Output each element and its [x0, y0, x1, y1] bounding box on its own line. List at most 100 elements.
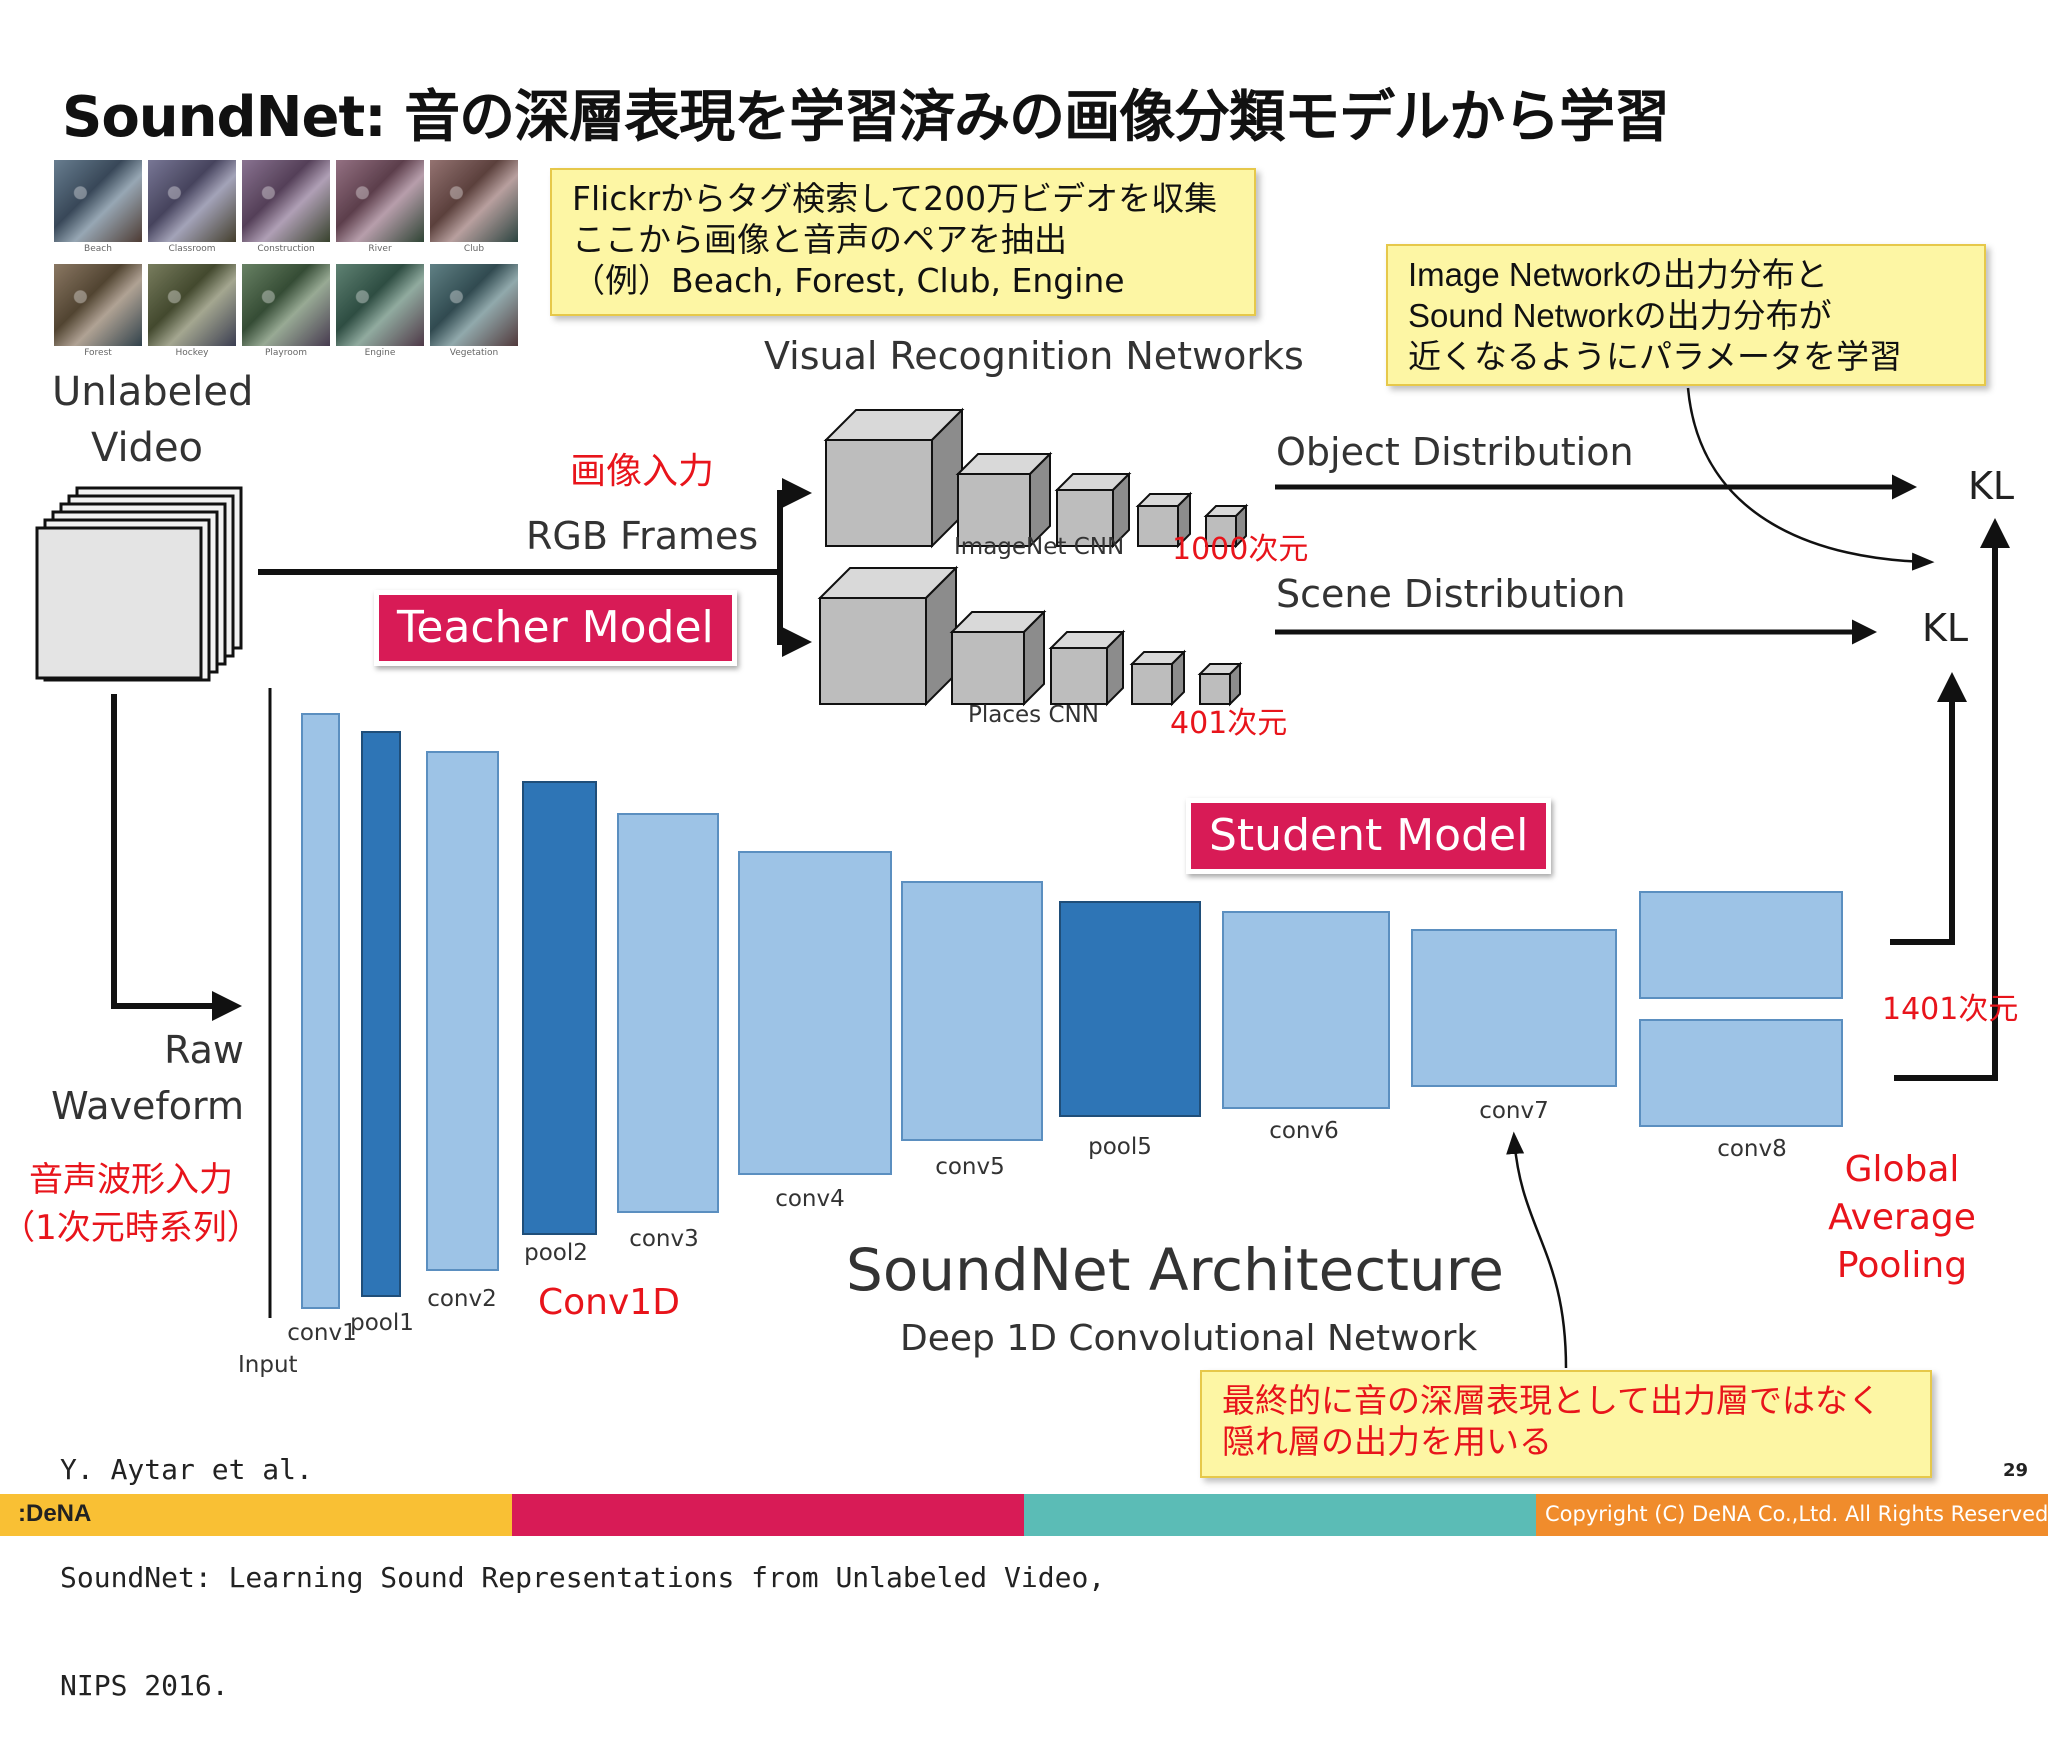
- imagenet-cnn-cubes: [823, 407, 1249, 549]
- callout-line: 最終的に音の深層表現として出力層ではなく: [1222, 1381, 1882, 1420]
- kl-loss-callout: Image Networkの出力分布と Sound Networkの出力分布が …: [1386, 244, 1986, 386]
- object-distribution-label: Object Distribution: [1276, 430, 1634, 474]
- label-line: （1次元時系列）: [1, 1208, 261, 1248]
- footer-bar: [0, 1494, 2048, 1536]
- thumbnail-caption: Construction: [257, 244, 315, 254]
- layer-label-conv7: conv7: [1479, 1098, 1549, 1124]
- label-line: Waveform: [51, 1084, 244, 1128]
- thumbnail-caption: Forest: [84, 348, 112, 358]
- citation-line: NIPS 2016.: [60, 1669, 229, 1702]
- slide-title: SoundNet: 音の深層表現を学習済みの画像分類モデルから学習: [62, 85, 1670, 150]
- callout-line: 近くなるようにパラメータを学習: [1408, 338, 1903, 375]
- imagenet-cnn-label: ImageNet CNN: [954, 534, 1125, 560]
- thumbnail-caption: River: [368, 244, 392, 254]
- thumbnail-engine: [336, 264, 424, 346]
- layer-label-conv2: conv2: [427, 1286, 497, 1312]
- flickr-callout: Flickrからタグ検索して200万ビデオを収集 ここから画像と音声のペアを抽出…: [550, 168, 1256, 316]
- citation-line: SoundNet: Learning Sound Representations…: [60, 1561, 1106, 1594]
- layer-label-conv3: conv3: [629, 1226, 699, 1252]
- student-model-tag: Student Model: [1186, 798, 1552, 874]
- layer-label-conv4: conv4: [775, 1186, 845, 1212]
- dim-1401-label: 1401次元: [1882, 992, 2019, 1027]
- thumbnail-caption: Classroom: [168, 244, 216, 254]
- citation-line: Y. Aytar et al.: [60, 1453, 313, 1486]
- layer-label-conv6: conv6: [1269, 1118, 1339, 1144]
- layer-conv8-branch-1: [1639, 891, 1843, 999]
- video-frames-stack-icon: [35, 486, 243, 682]
- kl-top-label: KL: [1968, 464, 2015, 508]
- footer-copyright: Copyright (C) DeNA Co.,Ltd. All Rights R…: [1545, 1502, 2048, 1526]
- scene-distribution-label: Scene Distribution: [1276, 572, 1626, 616]
- label-line: Video: [90, 425, 204, 471]
- conv7-pointer: [1506, 1131, 1568, 1369]
- label-line: Global: [1844, 1149, 1960, 1190]
- architecture-title: SoundNet Architecture: [846, 1236, 1504, 1304]
- input-label: Input: [238, 1352, 298, 1378]
- thumbnail-caption: Beach: [84, 244, 112, 254]
- kl-bottom-label: KL: [1922, 606, 1969, 650]
- dena-logo: :DeNA: [18, 1500, 92, 1527]
- image-input-label: 画像入力: [570, 451, 715, 492]
- label-line: Unlabeled: [52, 369, 254, 415]
- layer-label-pool2: pool2: [524, 1240, 588, 1266]
- soundnet-layers: [301, 713, 1843, 1309]
- layer-conv8-branch-2: [1639, 1019, 1843, 1127]
- thumbnail-caption: Vegetation: [449, 348, 499, 358]
- layer-label-conv5: conv5: [935, 1154, 1005, 1180]
- places-cnn-cubes: [817, 565, 1243, 707]
- footer-segment-teal: [1024, 1494, 1536, 1536]
- layer-pool1: [361, 731, 401, 1297]
- callout-line: Flickrからタグ検索して200万ビデオを収集: [572, 179, 1218, 218]
- conv8-to-kl-arrows: [1890, 518, 2010, 1081]
- places-cnn-label: Places CNN: [968, 702, 1099, 728]
- dim-401-label: 401次元: [1170, 706, 1288, 741]
- thumbnail-classroom: [148, 160, 236, 242]
- cnn-cube-face: [819, 597, 927, 705]
- soundnet-diagram: [35, 387, 2010, 1369]
- label-line: Pooling: [1836, 1245, 1968, 1286]
- thumbnail-caption: Club: [463, 244, 485, 254]
- thumbnail-beach: [54, 160, 142, 242]
- thumbnail-river: [336, 160, 424, 242]
- layer-conv3: [617, 813, 719, 1213]
- label-line: Raw: [164, 1028, 244, 1072]
- cnn-cube-face: [957, 473, 1031, 547]
- rgb-frames-arrow: [258, 478, 812, 657]
- layer-label-pool1: pool1: [350, 1310, 414, 1336]
- layer-conv7: [1411, 929, 1617, 1087]
- raw-waveform-label: Raw Waveform: [40, 1022, 244, 1134]
- thumbnail-playroom: [242, 264, 330, 346]
- teacher-model-tag: Teacher Model: [374, 590, 737, 666]
- thumbnail-club: [430, 160, 518, 242]
- thumbnail-forest: [54, 264, 142, 346]
- citation: Y. Aytar et al. SoundNet: Learning Sound…: [60, 1380, 1105, 1740]
- layer-conv5: [901, 881, 1043, 1141]
- dim-1000-label: 1000次元: [1172, 532, 1309, 567]
- hidden-layer-callout: 最終的に音の深層表現として出力層ではなく 隠れ層の出力を用いる: [1200, 1370, 1932, 1478]
- cnn-cube-face: [825, 439, 933, 547]
- architecture-subtitle: Deep 1D Convolutional Network: [900, 1318, 1478, 1359]
- page-number: 29: [2003, 1460, 2029, 1481]
- thumbnail-vegetation: [430, 264, 518, 346]
- layer-pool5: [1059, 901, 1201, 1117]
- thumbnail-hockey: [148, 264, 236, 346]
- footer-segment-pink: [512, 1494, 1024, 1536]
- audio-input-label: 音声波形入力 （1次元時系列）: [0, 1156, 262, 1252]
- layer-label-conv1: conv1: [287, 1320, 357, 1346]
- layer-conv6: [1222, 911, 1390, 1109]
- callout-line: Image Networkの出力分布と: [1408, 256, 1828, 293]
- callout-line: Sound Networkの出力分布が: [1408, 297, 1832, 334]
- callout-line: （例）Beach, Forest, Club, Engine: [572, 261, 1125, 300]
- layer-conv1: [301, 713, 340, 1309]
- callout-line: ここから画像と音声のペアを抽出: [572, 220, 1067, 259]
- callout-line: 隠れ層の出力を用いる: [1222, 1422, 1552, 1461]
- layer-conv4: [738, 851, 892, 1175]
- global-average-pooling-label: Global Average Pooling: [1800, 1146, 2004, 1290]
- rgb-frames-label: RGB Frames: [526, 514, 759, 558]
- cnn-cube-face: [1205, 515, 1237, 547]
- cnn-cube-face: [1056, 489, 1114, 547]
- thumbnail-construction: [242, 160, 330, 242]
- kl-callout-pointer: [1686, 387, 1935, 571]
- layer-label-conv8: conv8: [1717, 1136, 1787, 1162]
- waveform-arrow: [111, 694, 242, 1021]
